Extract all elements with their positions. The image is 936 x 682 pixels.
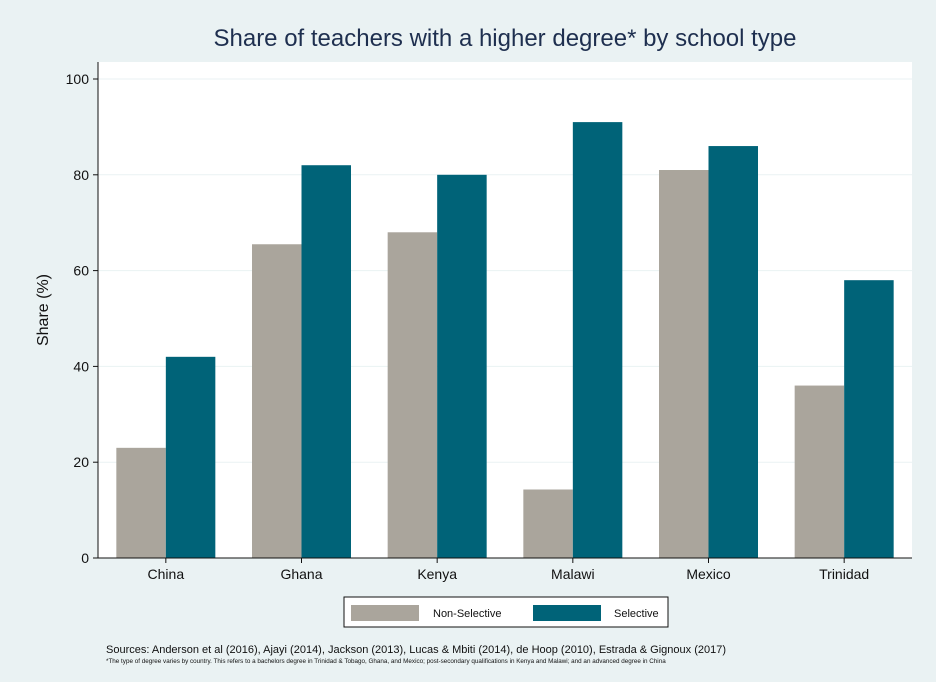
x-tick-label: China: [148, 566, 185, 582]
legend-swatch-non-selective: [351, 605, 419, 621]
legend-swatch-selective: [533, 605, 601, 621]
bar-selective-malawi: [572, 122, 623, 559]
sources-text: Sources: Anderson et al (2016), Ajayi (2…: [106, 644, 726, 656]
legend-label-selective: Selective: [614, 608, 659, 620]
bar-selective-china: [165, 356, 216, 558]
y-axis-label: Share (%): [35, 274, 52, 346]
footnote-text: *The type of degree varies by country. T…: [106, 658, 666, 665]
gridlines: [98, 78, 912, 463]
x-tick-label: Trinidad: [819, 566, 869, 582]
bar-non-selective-mexico: [659, 170, 709, 558]
bar-non-selective-china: [116, 447, 166, 558]
y-tick-label: 60: [73, 263, 89, 279]
x-tick-label: Malawi: [551, 566, 595, 582]
x-tick-label: Mexico: [686, 566, 731, 582]
bar-selective-kenya: [437, 174, 487, 559]
y-tick-label: 100: [66, 71, 90, 87]
legend-label-non-selective: Non-Selective: [433, 608, 501, 620]
y-tick-label: 0: [81, 550, 89, 566]
y-tick-label: 40: [73, 358, 89, 374]
y-tick-label: 80: [73, 167, 89, 183]
bar-non-selective-trinidad: [794, 385, 845, 558]
plot-area: [98, 62, 912, 558]
bar-non-selective-ghana: [252, 244, 302, 558]
bar-non-selective-kenya: [387, 232, 438, 558]
x-tick-label: Kenya: [417, 566, 457, 582]
bar-non-selective-malawi: [523, 489, 573, 558]
bars: [116, 122, 894, 559]
bar-selective-trinidad: [844, 280, 894, 558]
y-tick-label: 20: [73, 454, 89, 470]
x-axis: China Ghana Kenya Malawi Mexico Trinidad: [98, 557, 912, 582]
bar-selective-mexico: [708, 146, 758, 558]
x-tick-label: Ghana: [280, 566, 322, 582]
y-axis: 0 20 40 60 80 100: [66, 62, 99, 566]
chart-title: Share of teachers with a higher degree* …: [213, 25, 796, 52]
legend: Non-Selective Selective: [343, 596, 669, 628]
bar-selective-ghana: [301, 165, 351, 558]
